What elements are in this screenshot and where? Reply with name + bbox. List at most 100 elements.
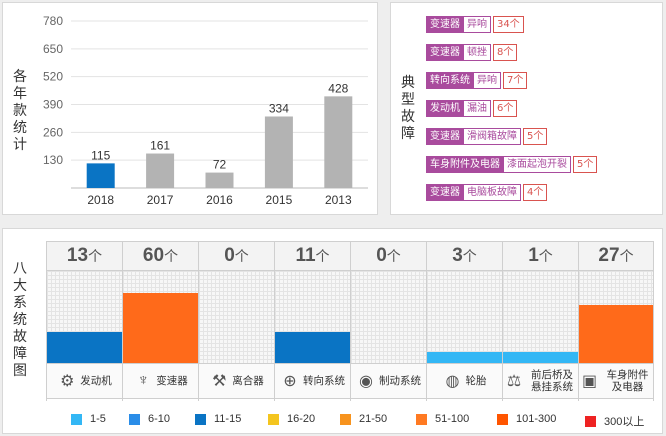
system-count: 13个	[47, 241, 122, 271]
system-column: 60个 ♆ 变速器	[122, 241, 198, 401]
system-level-area	[579, 271, 653, 363]
legend-item: 101-300	[497, 413, 556, 425]
system-name-row: ▣ 车身附件及电器	[579, 363, 653, 399]
system-count-unit: 个	[315, 248, 330, 264]
y-tick-label: 390	[43, 98, 63, 112]
fault-issue: 滑阀箱故障	[464, 128, 521, 145]
legend-label: 16-20	[287, 413, 316, 425]
system-name-row: ⚖ 前后桥及悬挂系统	[503, 363, 578, 399]
system-name: 转向系统	[303, 375, 345, 387]
system-name: 发动机	[80, 375, 112, 387]
bar-value-label: 161	[150, 139, 170, 153]
legend-label: 300以上	[604, 416, 645, 428]
system-level-bar	[275, 332, 350, 363]
system-column: 0个 ⚒ 离合器	[198, 241, 274, 401]
legend-swatch	[585, 415, 596, 427]
x-tick-label: 2017	[147, 193, 174, 207]
legend-swatch	[340, 413, 351, 425]
legend-item: 21-50	[340, 413, 387, 425]
eight-systems-panel: 八大系统故障图 13个 ⚙ 发动机 60个 ♆ 变速器 0个 ⚒ 离合器 11个 ⊕ 转向系统 0个 ◉ 制…	[2, 228, 663, 434]
system-name: 离合器	[232, 375, 264, 387]
steering-wheel-icon: ⊕	[283, 373, 297, 390]
legend-swatch	[71, 413, 82, 425]
system-count-unit: 个	[386, 248, 401, 264]
system-count-value: 27	[598, 245, 620, 266]
bar-2018	[86, 163, 115, 188]
fault-item: 变速器 异响 34个	[426, 16, 524, 33]
typical-faults-panel: 典型故障 变速器 异响 34个 变速器 顿挫 8个 转向系统 异响 7个 发动机 漏油 6个 变速器 滑阀…	[390, 2, 663, 215]
legend-label: 51-100	[435, 413, 470, 425]
y-tick-label: 130	[43, 153, 63, 167]
fault-count: 8个	[493, 44, 518, 61]
typical-faults-title: 典型故障	[401, 75, 415, 142]
suspension-icon: ⚖	[506, 373, 522, 390]
system-count-value: 13	[66, 245, 89, 266]
system-count: 27个	[579, 241, 653, 271]
severity-legend: 1-5 6-10 11-15 16-20 21-50 51-100 101-300 300以上	[3, 413, 662, 429]
legend-item: 16-20	[268, 413, 315, 425]
fault-count: 5个	[573, 156, 598, 173]
x-tick-label: 2018	[87, 193, 114, 207]
system-column: 0个 ◉ 制动系统	[350, 241, 426, 401]
system-count-unit: 个	[164, 248, 179, 264]
bar-2017	[146, 153, 175, 188]
legend-label: 11-15	[214, 413, 242, 425]
system-name-row: ♆ 变速器	[123, 363, 198, 399]
system-count-value: 0	[376, 245, 387, 266]
bar-2016	[205, 172, 234, 188]
system-count-value: 60	[142, 245, 165, 266]
system-level-area	[503, 271, 578, 363]
legend-label: 1-5	[90, 413, 106, 425]
legend-swatch	[195, 413, 206, 425]
gear-shift-icon: ♆	[137, 372, 150, 389]
brake-icon: ◉	[359, 373, 373, 390]
system-column: 1个 ⚖ 前后桥及悬挂系统	[502, 241, 578, 401]
y-tick-label: 780	[43, 14, 63, 28]
legend-swatch	[268, 413, 279, 425]
yearly-stats-label: 各年款统计	[13, 69, 27, 153]
x-tick-label: 2013	[325, 193, 352, 207]
y-tick-label: 650	[43, 42, 63, 56]
fault-issue: 漏油	[464, 100, 491, 117]
x-tick-label: 2016	[206, 193, 233, 207]
system-count-value: 3	[452, 245, 463, 266]
system-name: 轮胎	[465, 375, 487, 387]
fault-issue: 顿挫	[464, 44, 491, 61]
system-count-unit: 个	[88, 248, 103, 264]
system-count-value: 1	[528, 245, 539, 266]
fault-issue: 异响	[474, 72, 501, 89]
fault-item: 车身附件及电器 漆面起泡开裂 5个	[426, 156, 598, 173]
legend-item: 6-10	[129, 413, 170, 425]
bar-2015	[264, 116, 293, 188]
fault-item: 发动机 漏油 6个	[426, 100, 518, 117]
yearly-stats-panel: 各年款统计 130 260 390 520 650 780 115 2018 161 2017 72…	[2, 2, 378, 215]
system-name: 前后桥及悬挂系统	[531, 369, 573, 393]
bar-value-label: 334	[269, 101, 289, 115]
legend-item: 11-15	[195, 413, 241, 425]
system-count: 0个	[351, 241, 426, 271]
fault-system: 变速器	[426, 44, 464, 61]
system-column: 3个 ◍ 轮胎	[426, 241, 502, 401]
engine-icon: ⚙	[60, 373, 75, 390]
bar-value-label: 428	[328, 81, 348, 95]
fault-item: 变速器 顿挫 8个	[426, 44, 518, 61]
yearly-bar-chart: 130 260 390 520 650 780 115 2018 161 2017 72 2016 33…	[43, 14, 368, 207]
fault-count: 4个	[523, 184, 548, 201]
system-count-unit: 个	[538, 248, 553, 264]
fault-issue: 漆面起泡开裂	[504, 156, 571, 173]
legend-label: 21-50	[359, 413, 388, 425]
system-count: 0个	[199, 241, 274, 271]
system-level-area	[47, 271, 122, 363]
system-name-row: ⚙ 发动机	[47, 363, 122, 399]
system-level-bar	[47, 332, 122, 363]
fault-count: 34个	[493, 16, 524, 33]
fault-issue: 电脑板故障	[464, 184, 521, 201]
system-count: 60个	[123, 241, 198, 271]
fault-item: 变速器 滑阀箱故障 5个	[426, 128, 548, 145]
legend-item: 1-5	[71, 413, 106, 425]
system-level-bar	[123, 293, 198, 363]
y-tick-label: 260	[43, 125, 63, 139]
fault-system: 转向系统	[426, 72, 474, 89]
system-count-unit: 个	[462, 248, 477, 264]
legend-item: 51-100	[416, 413, 469, 425]
